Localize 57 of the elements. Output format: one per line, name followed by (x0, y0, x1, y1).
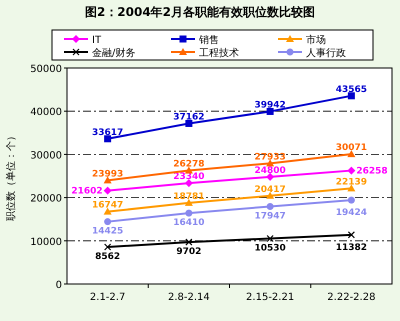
y-tick-label: 50000 (30, 64, 62, 75)
data-label: 10530 (254, 244, 286, 254)
data-label: 8562 (95, 252, 120, 262)
data-label: 20417 (254, 184, 286, 195)
point (266, 202, 274, 210)
point (266, 234, 274, 242)
y-tick-label: 10000 (30, 236, 62, 248)
data-label: 26278 (173, 159, 205, 170)
data-label: 23993 (92, 169, 124, 180)
data-label: 24800 (254, 166, 286, 176)
data-label: 21602 (71, 186, 103, 197)
y-axis-title: 职位数（单位：个） (5, 131, 17, 221)
data-label: 30071 (336, 143, 368, 154)
y-tick-label: 0 (56, 280, 62, 291)
data-label: 37162 (173, 112, 205, 122)
point (185, 120, 192, 127)
legend-label: 市场 (306, 34, 326, 46)
legend-label: 人事行政 (306, 47, 346, 59)
x-tick-label: 2.8-2.14 (168, 292, 210, 303)
data-label: 26258 (356, 166, 388, 177)
data-label: 16410 (173, 218, 205, 228)
legend-label: IT (92, 35, 102, 46)
data-label: 27933 (254, 152, 286, 162)
data-label: 22139 (336, 177, 368, 188)
point (104, 208, 112, 215)
point (348, 196, 355, 204)
point (104, 186, 112, 195)
y-tick-label: 20000 (30, 194, 62, 205)
data-label: 14425 (92, 226, 124, 237)
point (266, 108, 274, 115)
legend-label: 销售 (198, 34, 219, 46)
chart-title: 图2：2004年2月各职能有效职位数比较图 (84, 5, 316, 19)
y-tick-label: 40000 (30, 107, 62, 118)
x-tick-label: 2.22-2.28 (327, 292, 376, 303)
y-tick-label: 30000 (30, 150, 62, 162)
legend-label: 金融/财务 (92, 47, 136, 59)
point (104, 243, 112, 251)
data-label: 11382 (336, 242, 368, 253)
data-label: 39942 (254, 100, 286, 110)
data-label: 17947 (254, 211, 286, 222)
x-tick-label: 2.1-2.7 (90, 292, 126, 303)
data-label: 9702 (176, 247, 202, 258)
point (347, 166, 356, 175)
point (348, 231, 355, 238)
point (347, 150, 356, 158)
point (348, 92, 355, 100)
legend-label: 工程技术 (199, 47, 239, 59)
point (185, 210, 192, 217)
point (104, 135, 112, 142)
data-label: 16747 (92, 200, 124, 211)
point (184, 179, 193, 188)
data-label: 19424 (336, 208, 368, 218)
x-tick-label: 2.15-2.21 (246, 292, 294, 303)
point (185, 238, 192, 246)
data-label: 43565 (336, 84, 368, 95)
data-label: 33617 (92, 128, 124, 138)
point (104, 218, 112, 226)
